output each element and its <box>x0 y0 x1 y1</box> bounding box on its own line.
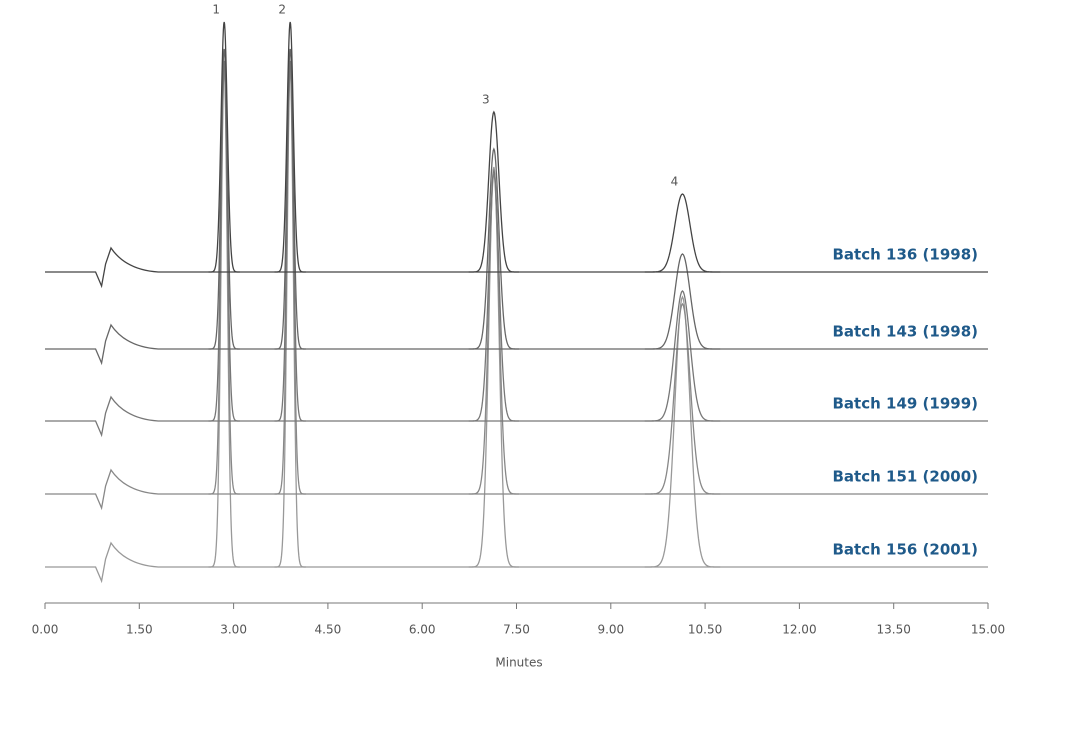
legend-label: Batch 156 (2001) <box>832 541 978 559</box>
peak <box>644 295 721 568</box>
peak <box>274 63 306 495</box>
legend-label: Batch 136 (1998) <box>832 246 978 264</box>
peak-label: 4 <box>671 175 679 189</box>
x-tick-label: 9.00 <box>597 623 624 637</box>
x-tick-label: 4.50 <box>315 623 342 637</box>
peak <box>644 290 721 422</box>
peak <box>274 60 306 422</box>
x-tick-label: 12.00 <box>782 623 816 637</box>
peak-label: 1 <box>212 3 220 17</box>
peak <box>468 173 520 495</box>
legend-label: Batch 151 (2000) <box>832 468 978 486</box>
x-tick-label: 3.00 <box>220 623 247 637</box>
x-tick-label: 13.50 <box>877 623 911 637</box>
baseline <box>45 468 988 511</box>
baseline <box>45 246 988 289</box>
x-tick-label: 7.50 <box>503 623 530 637</box>
peak-label: 3 <box>482 93 490 107</box>
peak <box>208 63 240 495</box>
peak <box>644 253 721 350</box>
x-tick-label: 1.50 <box>126 623 153 637</box>
peak <box>468 110 520 273</box>
x-tick-label: 6.00 <box>409 623 436 637</box>
peak-label: 2 <box>278 3 286 17</box>
legend-label: Batch 149 (1999) <box>832 395 978 413</box>
peak <box>644 193 721 273</box>
x-tick-label: 0.00 <box>32 623 59 637</box>
peak <box>644 302 721 495</box>
baseline <box>45 541 988 584</box>
peak <box>468 166 520 568</box>
peak <box>274 21 306 273</box>
x-tick-label: 10.50 <box>688 623 722 637</box>
peak <box>208 21 240 273</box>
baseline <box>45 395 988 438</box>
x-tick-label: 15.00 <box>971 623 1005 637</box>
peak <box>468 168 520 422</box>
peak <box>208 48 240 350</box>
legend-label: Batch 143 (1998) <box>832 323 978 341</box>
peak <box>468 147 520 350</box>
x-axis-label: Minutes <box>495 656 542 670</box>
peak <box>208 60 240 422</box>
peak <box>274 48 306 350</box>
baseline <box>45 323 988 366</box>
